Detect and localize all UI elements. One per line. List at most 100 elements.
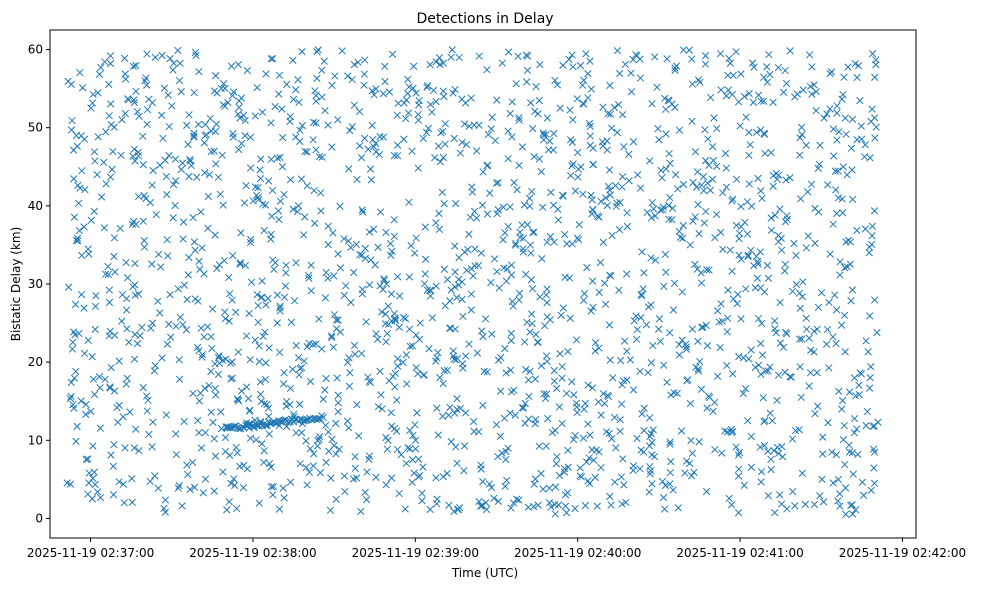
clutter-point	[594, 398, 602, 406]
clutter-point	[75, 226, 84, 235]
clutter-point	[754, 260, 762, 268]
clutter-point	[562, 389, 571, 398]
clutter-point	[440, 265, 449, 273]
clutter-point	[208, 344, 216, 353]
clutter-point	[717, 228, 725, 237]
clutter-point	[154, 250, 163, 259]
clutter-point	[453, 459, 461, 467]
clutter-point	[226, 451, 234, 460]
clutter-point	[563, 240, 571, 248]
clutter-point	[464, 245, 472, 254]
clutter-point	[244, 394, 253, 403]
clutter-point	[405, 325, 414, 333]
clutter-point	[618, 500, 626, 508]
clutter-point	[760, 130, 769, 138]
clutter-point	[134, 148, 142, 156]
clutter-point	[691, 260, 699, 269]
clutter-point	[294, 76, 302, 84]
clutter-point	[426, 100, 435, 109]
clutter-point	[89, 90, 97, 99]
clutter-point	[723, 428, 731, 436]
clutter-point	[740, 92, 749, 101]
clutter-point	[587, 85, 595, 93]
clutter-point	[349, 475, 358, 483]
clutter-point	[574, 236, 583, 244]
clutter-point	[852, 506, 860, 514]
clutter-point	[828, 448, 836, 456]
clutter-point	[318, 93, 326, 101]
clutter-point	[856, 369, 864, 377]
clutter-point	[862, 421, 870, 430]
x-tick-label: 2025-11-19 02:40:00	[514, 546, 641, 560]
clutter-point	[89, 474, 97, 482]
clutter-point	[441, 120, 449, 128]
clutter-point	[134, 152, 143, 160]
clutter-point	[304, 271, 313, 280]
clutter-point	[91, 157, 99, 165]
clutter-point	[264, 177, 273, 185]
clutter-point	[679, 221, 687, 230]
clutter-point	[436, 373, 444, 382]
clutter-point	[321, 386, 329, 394]
clutter-point	[718, 449, 726, 457]
clutter-point	[434, 142, 443, 150]
clutter-point	[225, 273, 233, 282]
clutter-point	[540, 390, 548, 398]
clutter-point	[788, 435, 797, 443]
clutter-point	[361, 244, 369, 253]
clutter-point	[227, 375, 235, 383]
clutter-point	[688, 117, 696, 125]
clutter-point	[416, 471, 424, 479]
clutter-point	[550, 366, 558, 375]
clutter-point	[72, 236, 81, 245]
clutter-point	[105, 80, 113, 89]
clutter-point	[697, 181, 706, 189]
clutter-point	[105, 298, 114, 307]
clutter-point	[560, 230, 569, 239]
clutter-point	[870, 448, 879, 456]
clutter-point	[479, 401, 487, 409]
clutter-point	[210, 147, 218, 155]
clutter-point	[314, 46, 322, 54]
clutter-point	[195, 428, 203, 437]
clutter-point	[470, 427, 478, 436]
clutter-point	[542, 352, 551, 360]
clutter-point	[869, 422, 877, 431]
clutter-point	[559, 61, 567, 69]
clutter-point	[729, 370, 737, 378]
clutter-point	[262, 359, 270, 367]
clutter-point	[672, 62, 681, 70]
clutter-point	[234, 145, 243, 154]
clutter-point	[769, 182, 777, 191]
clutter-point	[781, 368, 789, 376]
clutter-point	[488, 113, 496, 122]
clutter-point	[154, 484, 162, 492]
clutter-point	[379, 133, 388, 141]
clutter-point	[75, 199, 83, 207]
clutter-point	[803, 325, 811, 333]
clutter-point	[221, 433, 230, 442]
clutter-point	[429, 86, 438, 95]
clutter-point	[178, 502, 186, 510]
clutter-point	[560, 468, 569, 476]
clutter-point	[662, 130, 670, 138]
clutter-point	[653, 83, 661, 91]
clutter-point	[868, 105, 876, 113]
clutter-point	[831, 167, 840, 175]
clutter-point	[247, 278, 256, 286]
clutter-point	[747, 246, 755, 255]
clutter-point	[358, 290, 366, 298]
clutter-point	[754, 314, 763, 323]
clutter-point	[789, 487, 797, 496]
clutter-point	[767, 214, 775, 222]
clutter-point	[414, 164, 422, 172]
clutter-point	[108, 165, 116, 174]
clutter-point	[318, 153, 326, 161]
clutter-point	[552, 460, 560, 468]
clutter-point	[249, 197, 257, 205]
clutter-point	[184, 470, 192, 479]
clutter-point	[805, 334, 813, 342]
clutter-point	[835, 128, 843, 136]
clutter-point	[501, 229, 509, 237]
clutter-point	[483, 210, 492, 218]
